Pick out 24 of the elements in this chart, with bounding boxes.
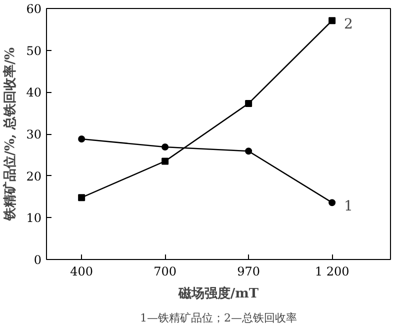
series-label: 1 [344, 198, 353, 215]
point [162, 158, 169, 165]
x-axis-title: 磁场强度/mT [177, 286, 259, 302]
y-tick-label: 30 [26, 128, 42, 142]
point [162, 143, 169, 150]
series-label: 2 [344, 16, 353, 33]
point [245, 100, 252, 107]
y-axis-title: 铁精矿品位/%, 总铁回收率/% [2, 46, 18, 222]
x-tick-label: 970 [237, 264, 260, 278]
point [328, 17, 336, 24]
text: 1—铁精矿品位；2—总铁回收率 [140, 312, 297, 324]
y-tick-label: 0 [34, 253, 42, 267]
y-tick-label: 40 [26, 86, 42, 100]
x-tick-label: 400 [70, 264, 94, 278]
point [78, 194, 86, 202]
point [328, 199, 336, 206]
x-tick-label: 700 [154, 264, 177, 278]
point [78, 136, 86, 143]
point [245, 148, 252, 155]
x-tick-label: 1 200 [314, 264, 350, 278]
y-tick-label: 20 [26, 169, 42, 184]
y-tick-label: 10 [26, 211, 42, 226]
y-tick-label: 60 [26, 2, 42, 16]
y-tick-label: 50 [26, 44, 42, 58]
